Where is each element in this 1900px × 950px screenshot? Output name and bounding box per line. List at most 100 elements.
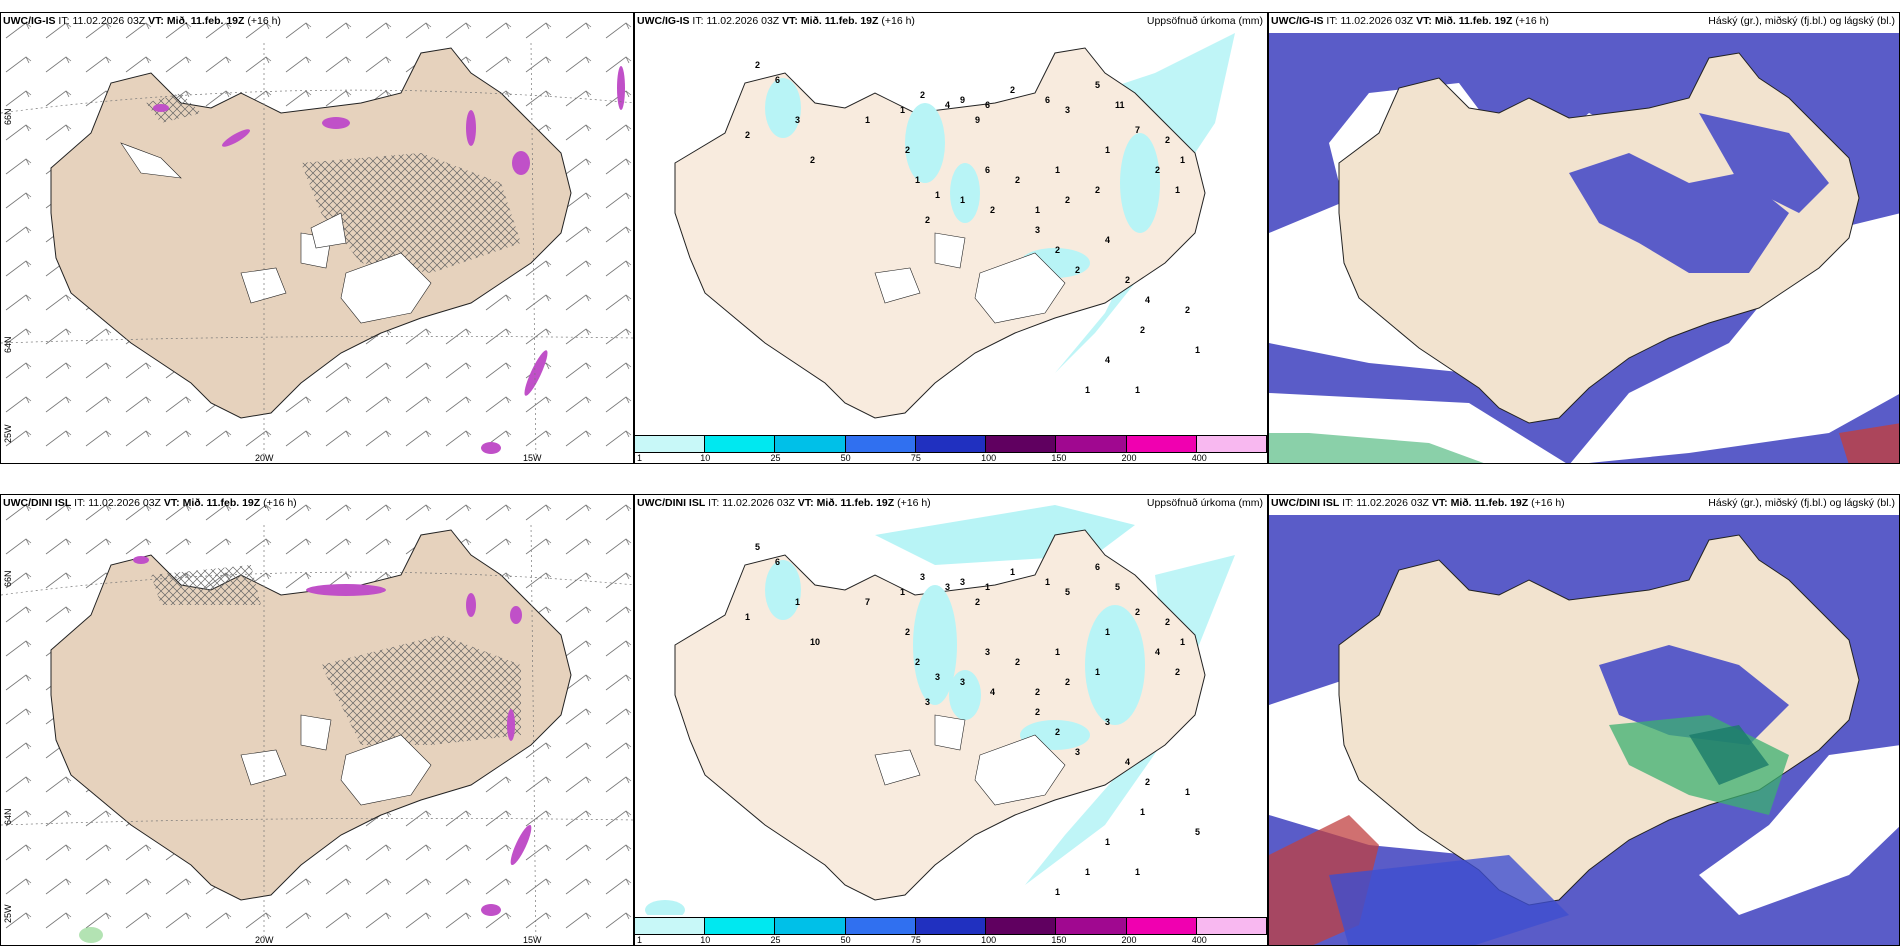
colorbar-tick-label: 50 [840,935,851,945]
colorbar-swatch [1196,918,1267,934]
lat-label-66n: 66N [3,108,13,125]
colorbar-swatch [1056,918,1127,934]
precip-value-label: 6 [985,100,990,110]
precip-value-label: 4 [1145,295,1150,305]
precip-value-label: 1 [900,587,905,597]
lon-label-15w: 15W [523,453,542,463]
precip-value-label: 1 [935,190,940,200]
precip-value-label: 2 [1155,165,1160,175]
colorbar-swatch [986,918,1057,934]
precip-value-label: 2 [905,145,910,155]
colorbar-swatch [1126,918,1197,934]
colorbar-swatch [986,436,1057,452]
precip-value-label: 2 [1015,657,1020,667]
precip-value-label: 5 [1115,582,1120,592]
colorbar-swatch [845,918,916,934]
precip-value-label: 4 [1125,757,1130,767]
colorbar-tick-label: 150 [1051,935,1067,945]
colorbar-swatch [845,436,916,452]
panel-header: UWC/IG-IS IT: 11.02.2026 03Z VT: Mið. 11… [1271,13,1899,33]
precip-value-label: 5 [1195,827,1200,837]
precip-value-label: 1 [985,582,990,592]
precip-value-label: 4 [1105,235,1110,245]
precip-colorbar-ticks-top: 1 10 25 50 75 100 150 200 400 [635,453,1267,463]
precip-title: Uppsöfnuð úrkoma (mm) [1146,497,1263,509]
precip-value-label: 1 [1195,345,1200,355]
precip-value-label: 2 [1095,185,1100,195]
precip-value-label: 1 [1175,185,1180,195]
precip-value-label: 1 [1180,637,1185,647]
precip-value-label: 3 [960,677,965,687]
precip-value-label: 1 [865,115,870,125]
colorbar-tick-label: 400 [1191,935,1207,945]
panel-header: UWC/IG-IS IT: 11.02.2026 03Z VT: Mið. 11… [637,15,1263,27]
precip-value-label: 2 [1065,677,1070,687]
colorbar-tick-label: 75 [910,935,921,945]
precip-value-label: 2 [915,657,920,667]
precip-value-label: 2 [975,597,980,607]
lat-label-64n: 64N [3,808,13,825]
lat-label-25w: 25W [3,424,13,443]
precip-value-label: 4 [945,100,950,110]
precip-value-label: 1 [745,612,750,622]
precip-value-label: 2 [1140,325,1145,335]
precip-value-label: 2 [1055,727,1060,737]
colorbar-tick-label: 200 [1121,453,1137,463]
colorbar-swatch [635,918,706,934]
precip-value-label: 1 [1105,837,1110,847]
precip-value-label: 2 [1010,85,1015,95]
colorbar-tick-label: 10 [700,935,711,945]
precip-value-label: 9 [975,115,980,125]
precip-value-label: 3 [925,697,930,707]
precip-value-label: 6 [775,75,780,85]
colorbar-swatch [1126,436,1197,452]
precip-value-label: 2 [920,90,925,100]
cloud-title: Háský (gr.), miðský (fj.bl.) og lágský (… [1708,15,1895,27]
lat-label-25w: 25W [3,904,13,923]
precip-colorbar-top [635,435,1267,453]
lat-label-64n: 64N [3,336,13,353]
colorbar-swatch [1196,436,1267,452]
colorbar-tick-label: 25 [770,453,781,463]
precip-value-label: 11 [1115,100,1125,110]
precip-value-label: 2 [1135,607,1140,617]
precip-value-label: 1 [1105,627,1110,637]
precip-value-label: 2 [1055,245,1060,255]
colorbar-tick-label: 10 [700,453,711,463]
precip-value-label: 4 [990,687,995,697]
precip-value-label: 1 [1085,385,1090,395]
precip-value-label: 1 [915,175,920,185]
precip-value-label: 1 [1045,577,1050,587]
colorbar-swatch [705,918,776,934]
precip-map-panel-bottom: UWC/DINI ISL IT: 11.02.2026 03Z VT: Mið.… [634,494,1268,946]
lon-label-20w: 20W [255,453,274,463]
precip-value-label: 2 [1075,265,1080,275]
wind-map-bottom [1,495,633,945]
precip-value-label: 2 [1165,617,1170,627]
precip-value-label: 2 [1145,777,1150,787]
panel-header: UWC/DINI ISL IT: 11.02.2026 03Z VT: Mið.… [637,497,1263,509]
precip-value-label: 2 [1185,305,1190,315]
colorbar-tick-label: 150 [1051,453,1067,463]
colorbar-tick-label: 75 [910,453,921,463]
precip-value-label: 1 [1010,567,1015,577]
precip-value-label: 3 [920,572,925,582]
lon-label-20w: 20W [255,935,274,945]
cloud-map-top [1269,33,1899,463]
precip-value-label: 1 [1140,807,1145,817]
precip-value-label: 1 [1035,205,1040,215]
precip-value-label: 6 [775,557,780,567]
colorbar-tick-label: 1 [637,935,643,945]
precip-value-label: 1 [1055,165,1060,175]
colorbar-tick-label: 1 [637,453,643,463]
precip-value-label: 7 [1135,125,1140,135]
precip-value-label: 2 [925,215,930,225]
precip-value-label: 2 [905,627,910,637]
precip-colorbar-ticks-bottom: 1 10 25 50 75 100 150 200 400 [635,935,1267,945]
precip-title: Uppsöfnuð úrkoma (mm) [1146,15,1263,27]
panel-header: UWC/DINI ISL IT: 11.02.2026 03Z VT: Mið.… [3,497,297,509]
precip-value-label: 1 [1105,145,1110,155]
